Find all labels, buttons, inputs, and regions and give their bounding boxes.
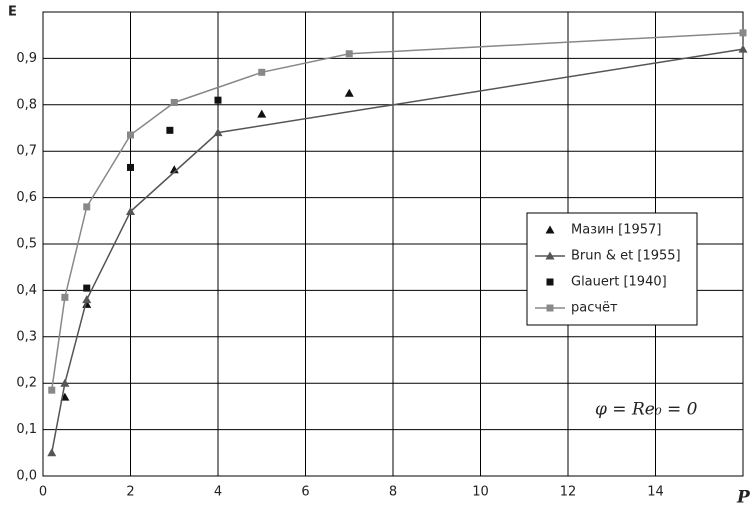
marker (83, 203, 91, 211)
marker (257, 109, 267, 118)
x-tick-label: 2 (126, 485, 134, 500)
y-tick-label: 0,5 (16, 237, 37, 252)
legend-marker (546, 278, 554, 286)
legend-label: Мазин [1957] (571, 223, 661, 238)
marker (344, 88, 354, 97)
y-tick-label: 0,4 (16, 283, 37, 298)
marker (127, 163, 134, 171)
marker (61, 293, 69, 301)
marker (739, 29, 747, 37)
x-tick-label: 0 (39, 485, 47, 500)
series-line (51, 32, 744, 391)
x-tick-label: 4 (214, 485, 222, 500)
marker (47, 448, 57, 457)
y-tick-label: 0,3 (16, 329, 37, 344)
y-tick-label: 0,2 (16, 376, 37, 391)
y-tick-label: 0,1 (16, 422, 37, 437)
y-tick-label: 0,6 (16, 190, 37, 205)
y-tick-label: 0,9 (16, 51, 37, 66)
x-tick-label: 6 (301, 485, 309, 500)
legend: Мазин [1957] Brun & et [1955] Glauert [194… (526, 212, 698, 326)
marker (127, 131, 134, 139)
marker (82, 295, 92, 304)
marker (213, 128, 223, 137)
y-axis-label: E (8, 5, 17, 20)
marker (48, 386, 56, 394)
legend-marker (546, 304, 554, 312)
x-tick-label: 14 (647, 485, 664, 500)
legend-label: Glauert [1940] (571, 275, 667, 290)
marker (258, 68, 266, 76)
marker (738, 44, 748, 53)
marker (345, 50, 353, 58)
legend-label: расчёт (571, 301, 618, 316)
legend-marker (545, 251, 555, 260)
x-tick-label: 10 (472, 485, 489, 500)
marker (214, 96, 222, 104)
legend-box (526, 212, 698, 326)
x-axis-label: P (736, 488, 751, 508)
marker (83, 284, 91, 292)
x-tick-label: 12 (560, 485, 577, 500)
legend-label: Brun & et [1955] (571, 249, 681, 264)
y-tick-label: 0,7 (16, 144, 37, 159)
x-tick-label: 8 (389, 485, 397, 500)
annotation: φ = Re₀ = 0 (595, 400, 698, 420)
marker (166, 126, 174, 134)
series-line (51, 48, 744, 453)
marker (170, 98, 178, 106)
y-tick-label: 0,8 (16, 97, 37, 112)
marker (169, 165, 179, 174)
marker (126, 207, 135, 216)
y-tick-label: 0,0 (16, 469, 37, 484)
marker (60, 378, 70, 387)
legend-marker (545, 225, 555, 234)
